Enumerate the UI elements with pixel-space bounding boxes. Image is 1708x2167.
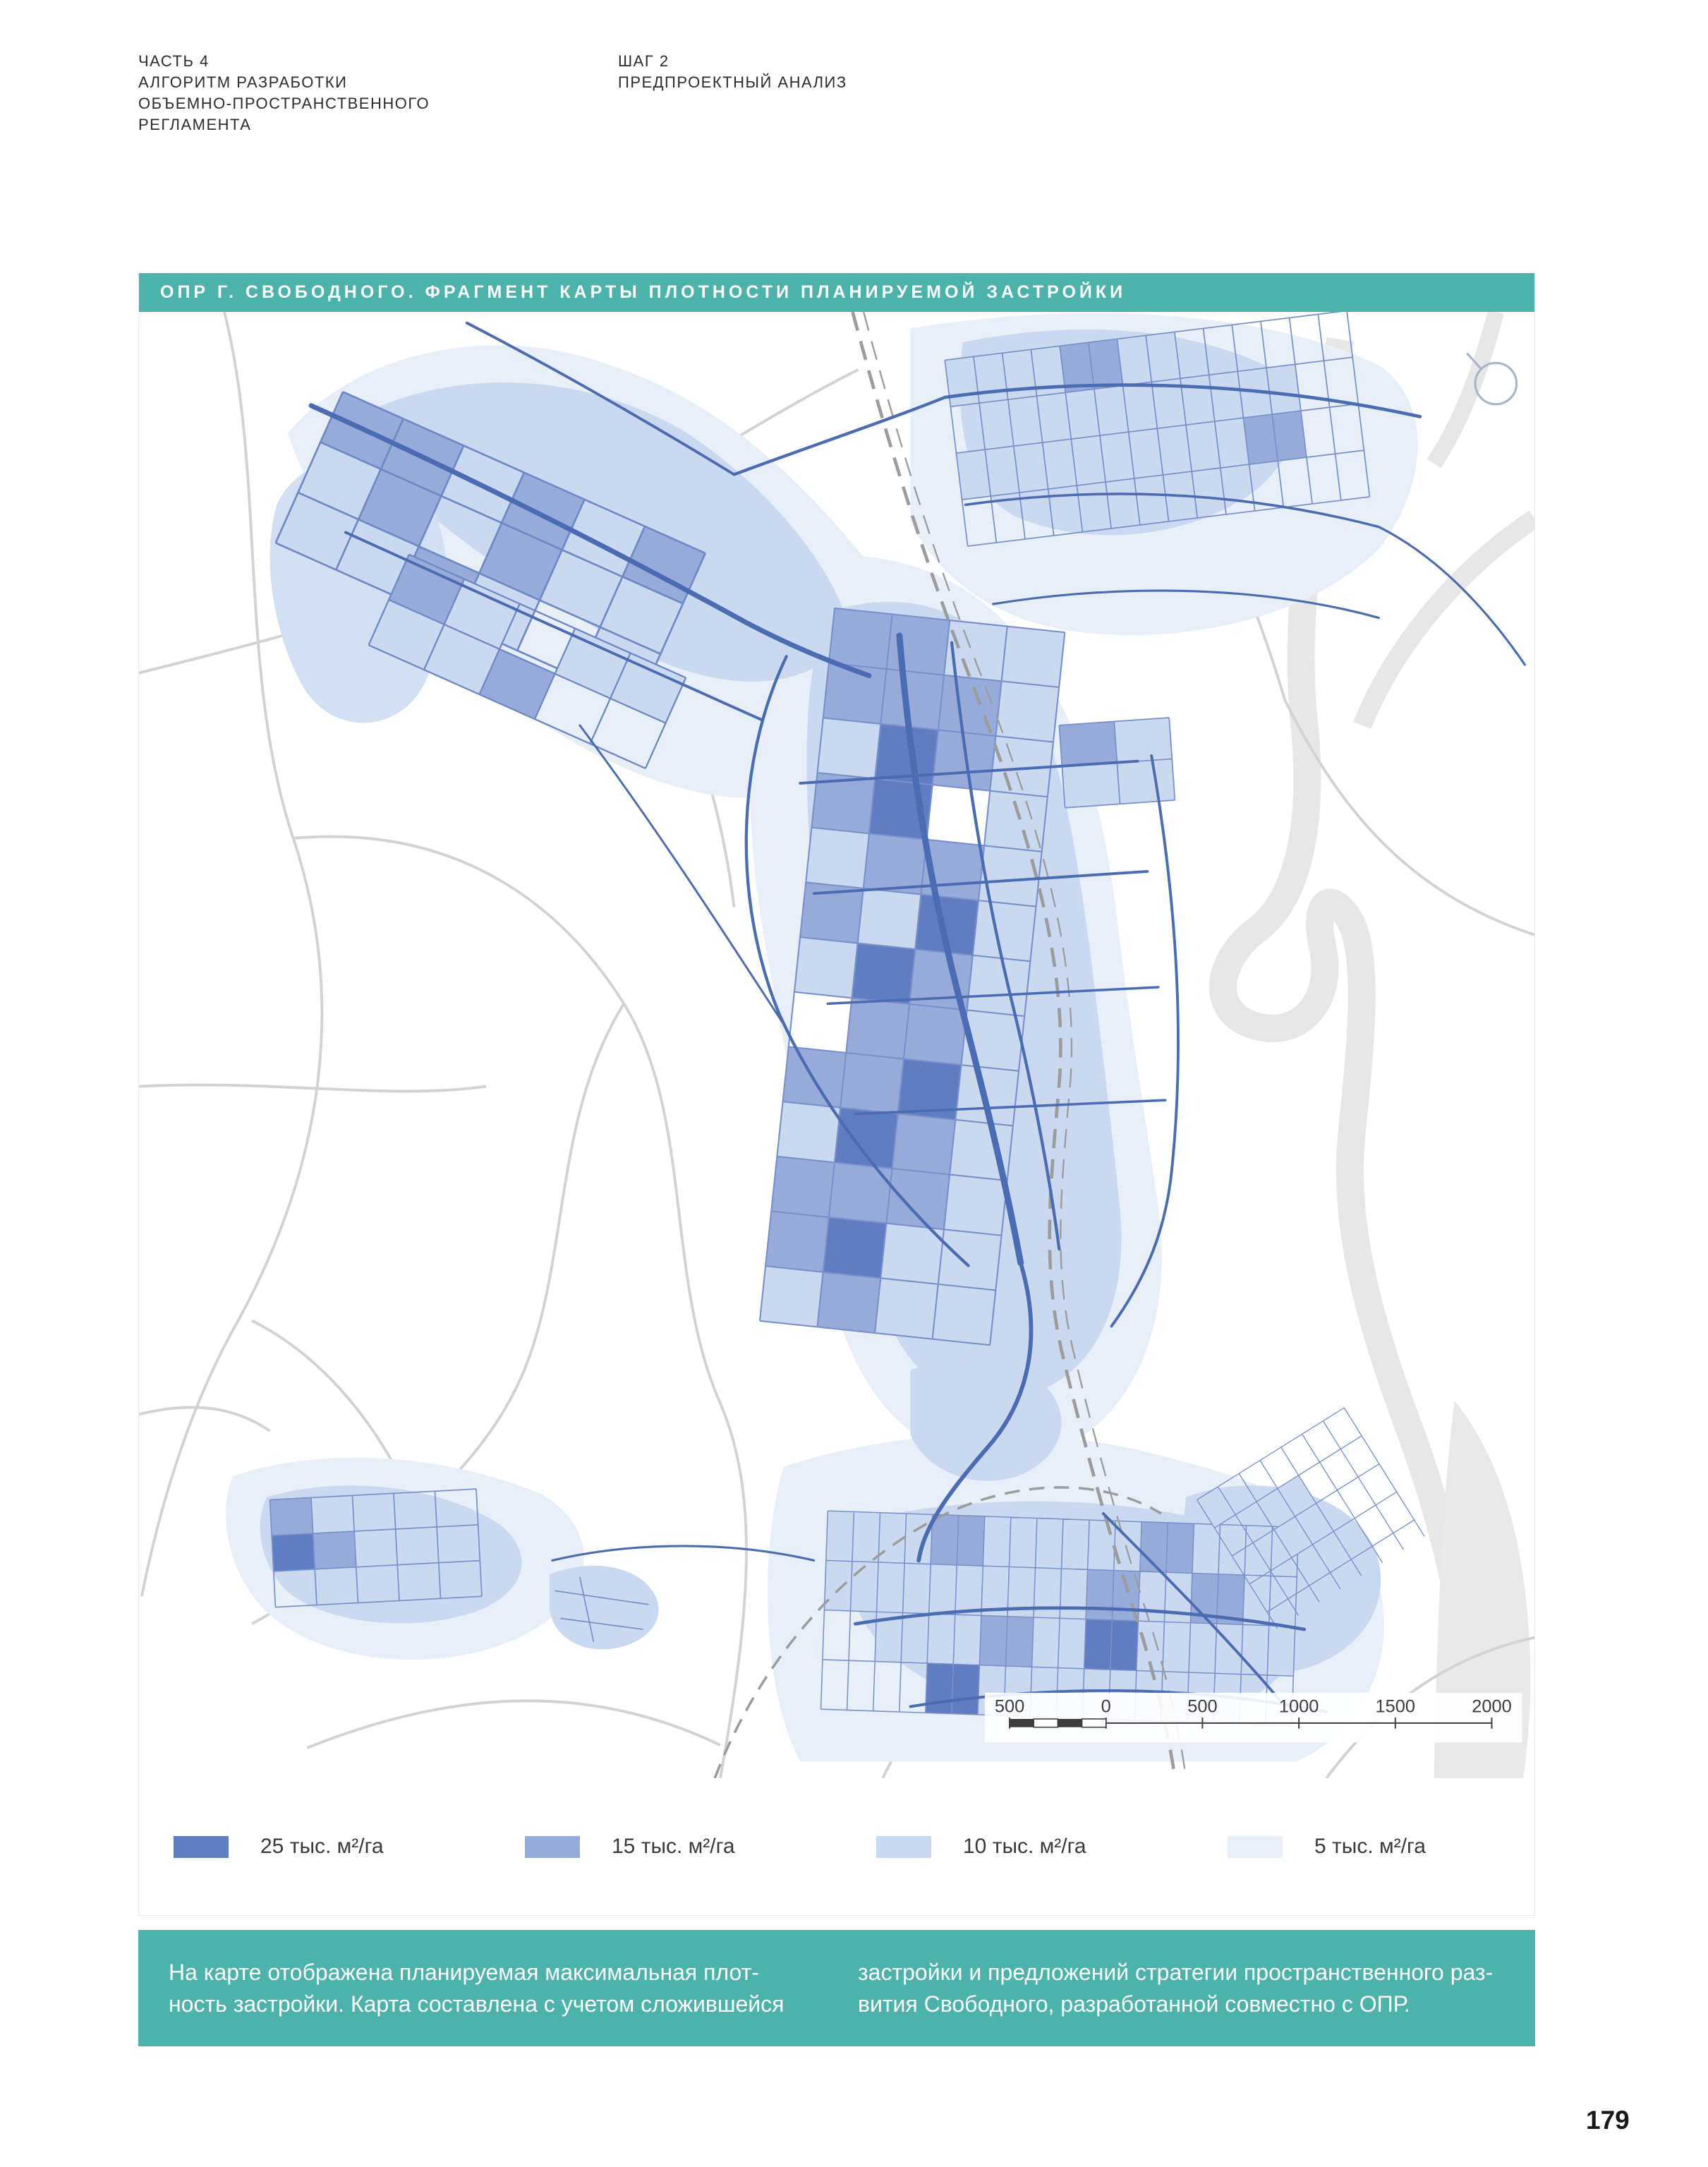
district-southwest xyxy=(269,1488,483,1608)
scale-label: 1000 xyxy=(1279,1696,1319,1716)
header-part-title-2: ОБЪЕМНО-ПРОСТРАНСТВЕННОГО xyxy=(138,95,430,112)
doc-header-left: ЧАСТЬ 4 АЛГОРИТМ РАЗРАБОТКИ ОБЪЕМНО-ПРОС… xyxy=(138,51,430,135)
river-layer xyxy=(1209,312,1534,1778)
scale-label: 1500 xyxy=(1376,1696,1415,1716)
railroad-layer xyxy=(713,312,1187,1778)
page-number: 179 xyxy=(1586,2106,1630,2135)
legend-swatch-15 xyxy=(525,1835,580,1858)
rural-roads-layer xyxy=(139,312,1534,1778)
legend-label-15: 15 тыс. м²/га xyxy=(612,1835,735,1858)
density-map: 500 0 500 1000 1500 2000 xyxy=(139,312,1534,1778)
district-grids xyxy=(269,312,1425,1727)
district-southeast-mesh xyxy=(1197,1407,1425,1629)
legend: 25 тыс. м²/га 15 тыс. м²/га 10 тыс. м²/г… xyxy=(139,1778,1534,1915)
caption-line: ность застройки. Карта составлена с учет… xyxy=(169,1991,785,2017)
caption-left-column: На карте отображена планируемая максимал… xyxy=(169,1957,832,2020)
map-figure: ОПР Г. СВОБОДНОГО. ФРАГМЕНТ КАРТЫ ПЛОТНО… xyxy=(138,273,1535,1916)
district-south xyxy=(820,1510,1300,1727)
header-part-label: ЧАСТЬ 4 xyxy=(138,52,210,70)
scale-label: 2000 xyxy=(1472,1696,1511,1716)
header-step-label: ШАГ 2 xyxy=(618,52,670,70)
scale-bar: 500 0 500 1000 1500 2000 xyxy=(984,1692,1522,1743)
legend-item-25: 25 тыс. м²/га xyxy=(174,1835,525,1859)
hamlet-streets xyxy=(555,1576,649,1642)
header-part-title-3: РЕГЛАМЕНТА xyxy=(138,116,252,133)
figure-title-bar: ОПР Г. СВОБОДНОГО. ФРАГМЕНТ КАРТЫ ПЛОТНО… xyxy=(139,273,1534,312)
density-map-container: 500 0 500 1000 1500 2000 xyxy=(139,312,1534,1778)
caption-right-column: застройки и предложений стратегии простр… xyxy=(858,1957,1528,2020)
doc-header-right: ШАГ 2 ПРЕДПРОЕКТНЫЙ АНАЛИЗ xyxy=(618,51,847,93)
legend-swatch-5 xyxy=(1228,1835,1283,1858)
legend-item-10: 10 тыс. м²/га xyxy=(876,1835,1228,1859)
scale-label: 500 xyxy=(995,1696,1024,1716)
legend-label-25: 25 тыс. м²/га xyxy=(260,1835,384,1858)
header-part-title-1: АЛГОРИТМ РАЗРАБОТКИ xyxy=(138,73,348,91)
legend-item-5: 5 тыс. м²/га xyxy=(1228,1835,1579,1859)
compass-icon xyxy=(1466,352,1518,406)
district-northwest-ext xyxy=(368,553,687,770)
figure-caption-bar: На карте отображена планируемая максимал… xyxy=(138,1930,1535,2046)
caption-line: На карте отображена планируемая максимал… xyxy=(169,1959,759,1985)
scale-label: 0 xyxy=(1101,1696,1111,1716)
district-northeast xyxy=(944,312,1371,547)
legend-swatch-25 xyxy=(174,1835,229,1858)
caption-line: застройки и предложений стратегии простр… xyxy=(858,1959,1494,1985)
legend-swatch-10 xyxy=(876,1835,931,1858)
legend-label-5: 5 тыс. м²/га xyxy=(1314,1835,1426,1858)
scale-label: 500 xyxy=(1187,1696,1217,1716)
legend-item-15: 15 тыс. м²/га xyxy=(525,1835,876,1859)
caption-line: вития Свободного, разработанной совместн… xyxy=(858,1991,1410,2017)
legend-label-10: 10 тыс. м²/га xyxy=(963,1835,1086,1858)
header-step-title: ПРЕДПРОЕКТНЫЙ АНАЛИЗ xyxy=(618,73,847,91)
